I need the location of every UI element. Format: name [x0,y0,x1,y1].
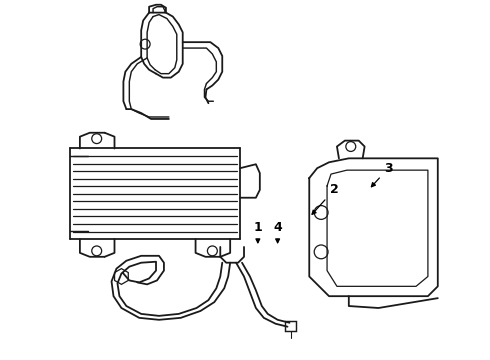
Text: 4: 4 [273,221,282,243]
Text: 2: 2 [312,183,339,214]
Text: 1: 1 [253,221,262,243]
Bar [285,321,296,330]
Text: 3: 3 [371,162,392,187]
